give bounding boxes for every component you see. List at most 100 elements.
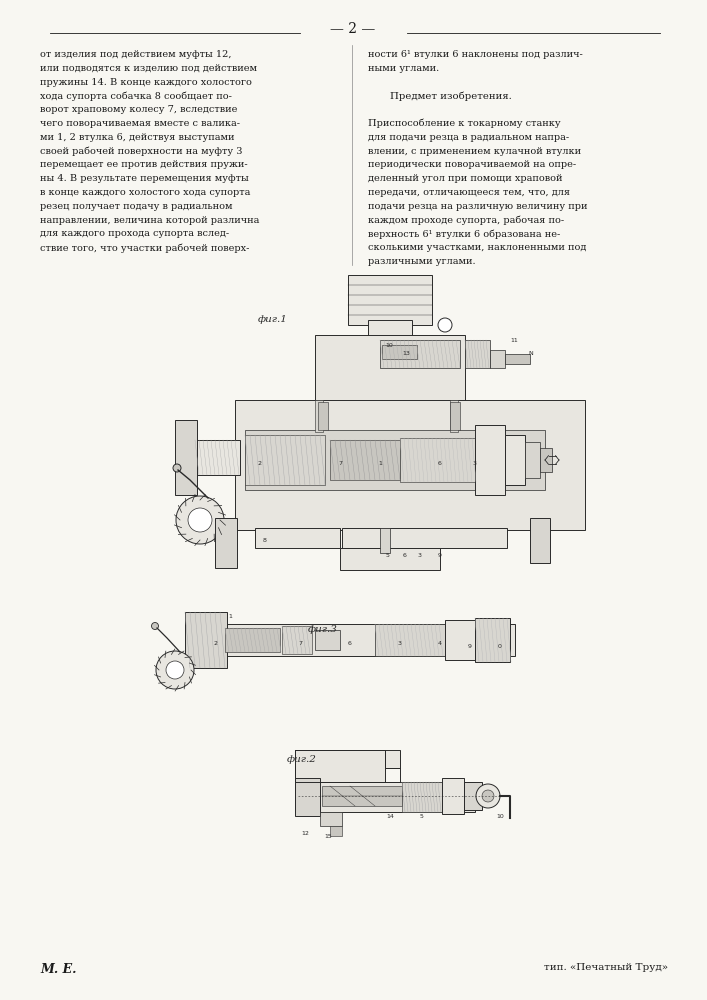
Text: — 2 —: — 2 — (330, 22, 375, 36)
Text: передачи, отличающееся тем, что, для: передачи, отличающееся тем, что, для (368, 188, 570, 197)
Bar (400, 438, 475, 482)
Bar (450, 400, 458, 432)
Text: Предмет изобретения.: Предмет изобретения. (390, 91, 512, 101)
Text: 9: 9 (438, 553, 442, 558)
Circle shape (151, 622, 158, 630)
Text: для каждого прохода супорта вслед-: для каждого прохода супорта вслед- (40, 229, 229, 238)
Text: 8: 8 (263, 538, 267, 543)
Text: сколькими участками, наклоненными под: сколькими участками, наклоненными под (368, 243, 586, 252)
Text: 3: 3 (473, 461, 477, 466)
Bar (245, 435, 325, 485)
Text: резец получает подачу в радиальном: резец получает подачу в радиальном (40, 202, 233, 211)
Text: чего поворачиваемая вместе с валика-: чего поворачиваемая вместе с валика- (40, 119, 240, 128)
Bar (402, 782, 442, 812)
Bar (340, 548, 440, 570)
Text: в конце каждого холостого хода супорта: в конце каждого холостого хода супорта (40, 188, 250, 197)
Text: ми 1, 2 втулка 6, действуя выступами: ми 1, 2 втулка 6, действуя выступами (40, 133, 235, 142)
Bar (505, 435, 525, 485)
Text: 9: 9 (468, 644, 472, 649)
Bar (225, 624, 515, 656)
Bar (315, 400, 323, 432)
Bar (295, 782, 475, 812)
Text: 0: 0 (498, 644, 502, 649)
Text: Приспособление к токарному станку: Приспособление к токарному станку (368, 119, 561, 128)
Bar (295, 778, 320, 816)
Bar (530, 518, 550, 563)
Text: деленный угол при помощи храповой: деленный угол при помощи храповой (368, 174, 563, 183)
Text: 2: 2 (213, 641, 217, 646)
Bar (464, 782, 482, 810)
Circle shape (166, 661, 184, 679)
Bar (235, 400, 585, 530)
Text: 13: 13 (402, 351, 410, 356)
Text: N: N (528, 351, 533, 356)
Text: 1: 1 (378, 461, 382, 466)
Bar (215, 518, 237, 568)
Circle shape (173, 464, 181, 472)
Text: различными углами.: различными углами. (368, 257, 476, 266)
Bar (490, 350, 505, 368)
Bar (295, 750, 385, 782)
Bar (318, 402, 328, 430)
Bar (322, 786, 402, 806)
Text: перемещает ее против действия пружи-: перемещает ее против действия пружи- (40, 160, 247, 169)
Text: М. Е.: М. Е. (40, 963, 76, 976)
Bar (375, 624, 445, 656)
Circle shape (476, 784, 500, 808)
Bar (368, 320, 412, 338)
Bar (380, 528, 390, 553)
Text: 7: 7 (298, 641, 302, 646)
Bar (475, 425, 505, 495)
Text: ности 6¹ втулки 6 наклонены под различ-: ности 6¹ втулки 6 наклонены под различ- (368, 50, 583, 59)
Bar (385, 750, 400, 768)
Bar (445, 620, 475, 660)
Bar (348, 275, 432, 325)
Bar (282, 626, 312, 654)
Bar (315, 335, 465, 405)
Text: ными углами.: ными углами. (368, 64, 439, 73)
Bar (380, 340, 460, 368)
Bar (195, 440, 240, 475)
Bar (450, 402, 460, 430)
Bar (525, 442, 540, 478)
Text: 5: 5 (386, 553, 390, 558)
Bar (475, 618, 510, 662)
Bar (315, 630, 340, 650)
Text: верхность 6¹ втулки 6 образована не-: верхность 6¹ втулки 6 образована не- (368, 229, 560, 239)
Circle shape (482, 790, 494, 802)
Bar (505, 354, 530, 364)
Text: от изделия под действием муфты 12,: от изделия под действием муфты 12, (40, 50, 231, 59)
Text: 4: 4 (438, 641, 442, 646)
Text: 1: 1 (228, 614, 232, 619)
Bar (245, 430, 545, 490)
Circle shape (188, 508, 212, 532)
Bar (330, 440, 400, 480)
Text: для подачи резца в радиальном напра-: для подачи резца в радиальном напра- (368, 133, 569, 142)
Text: 3: 3 (418, 553, 422, 558)
Text: 6: 6 (403, 553, 407, 558)
Text: фиг.2: фиг.2 (287, 755, 317, 764)
Bar (185, 612, 227, 668)
Text: ны 4. В результате перемещения муфты: ны 4. В результате перемещения муфты (40, 174, 249, 183)
Text: хода супорта собачка 8 сообщает по-: хода супорта собачка 8 сообщает по- (40, 91, 232, 101)
Text: 2: 2 (258, 461, 262, 466)
Text: 6: 6 (348, 641, 352, 646)
Text: фиг.1: фиг.1 (258, 315, 288, 324)
Text: 5: 5 (420, 814, 424, 819)
Text: своей рабочей поверхности на муфту 3: своей рабочей поверхности на муфту 3 (40, 147, 243, 156)
Circle shape (176, 496, 224, 544)
Text: 10: 10 (496, 814, 504, 819)
Text: или подводятся к изделию под действием: или подводятся к изделию под действием (40, 64, 257, 73)
Bar (225, 628, 280, 652)
Bar (442, 778, 464, 814)
Bar (540, 448, 552, 472)
Text: 3: 3 (398, 641, 402, 646)
Text: 11: 11 (510, 338, 518, 343)
Text: 6: 6 (438, 461, 442, 466)
Text: 10: 10 (385, 343, 393, 348)
Text: 12: 12 (301, 831, 309, 836)
Text: фиг.3: фиг.3 (308, 625, 338, 634)
Bar (330, 826, 342, 836)
Text: тип. «Печатный Труд»: тип. «Печатный Труд» (544, 963, 668, 972)
Circle shape (156, 651, 194, 689)
